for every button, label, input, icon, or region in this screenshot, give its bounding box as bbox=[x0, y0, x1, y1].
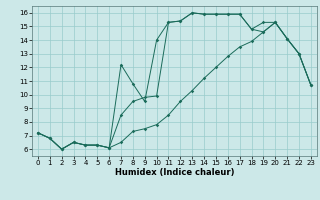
X-axis label: Humidex (Indice chaleur): Humidex (Indice chaleur) bbox=[115, 168, 234, 177]
